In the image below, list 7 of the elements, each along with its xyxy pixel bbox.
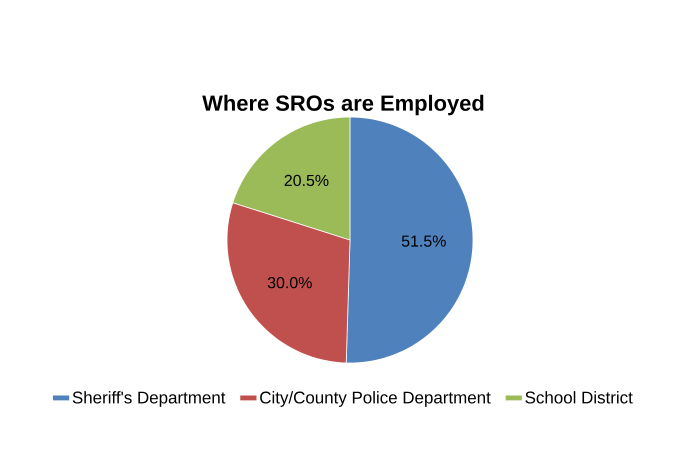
- legend-label: Sheriff's Department: [72, 391, 226, 407]
- legend-label: City/County Police Department: [260, 391, 491, 407]
- chart-title: Where SROs are Employed: [202, 94, 484, 116]
- legend-label: School District: [525, 391, 633, 404]
- data-label: 20.5%: [284, 174, 328, 186]
- data-label: 51.5%: [402, 236, 446, 247]
- data-label: 30.0%: [268, 277, 312, 288]
